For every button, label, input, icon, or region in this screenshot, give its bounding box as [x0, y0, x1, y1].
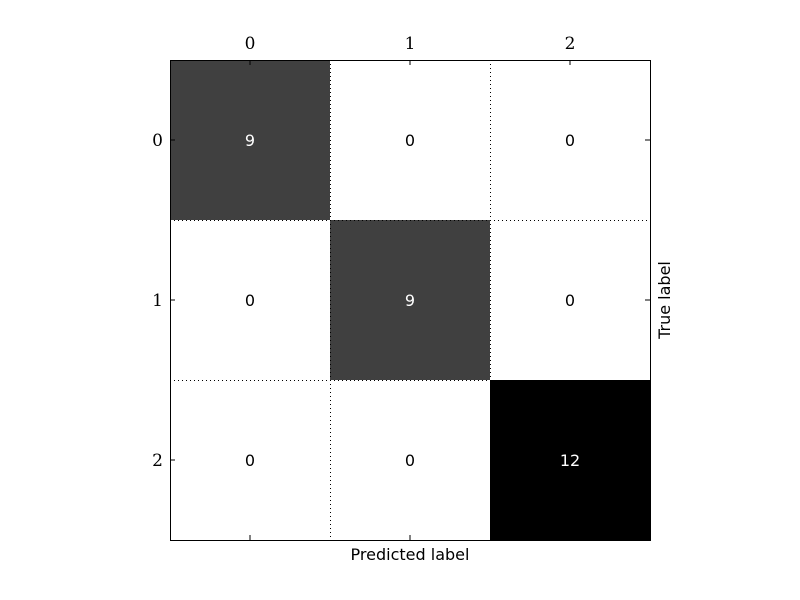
- heatmap-cells: [170, 60, 650, 540]
- grid-lines: [170, 60, 650, 540]
- cell-1-2: [490, 220, 650, 380]
- y-axis-label: True label: [655, 261, 674, 340]
- cell-value-1-0: 0: [245, 291, 255, 310]
- y-tick-labels: 0 1 2: [152, 131, 163, 471]
- cell-2-2: [490, 380, 650, 540]
- cell-value-2-2: 12: [560, 451, 580, 470]
- x-axis-label: Predicted label: [351, 545, 470, 564]
- cell-value-0-2: 0: [565, 131, 575, 150]
- cell-0-1: [330, 60, 490, 220]
- cell-value-0-0: 9: [245, 131, 255, 150]
- cell-value-2-1: 0: [405, 451, 415, 470]
- y-tick-label-1: 1: [152, 291, 163, 311]
- cell-1-0: [170, 220, 330, 380]
- x-tick-label-2: 2: [565, 34, 576, 54]
- x-tick-label-1: 1: [405, 34, 416, 54]
- cell-value-1-2: 0: [565, 291, 575, 310]
- cell-value-0-1: 0: [405, 131, 415, 150]
- y-tick-label-0: 0: [152, 131, 163, 151]
- cell-value-1-1: 9: [405, 291, 415, 310]
- cell-0-0: [170, 60, 330, 220]
- cell-value-2-0: 0: [245, 451, 255, 470]
- cell-0-2: [490, 60, 650, 220]
- cell-1-1: [330, 220, 490, 380]
- cell-value-labels: 9 0 0 0 9 0 0 0 12: [245, 131, 580, 470]
- plot-frame: [170, 60, 651, 541]
- x-tick-label-0: 0: [245, 34, 256, 54]
- cell-2-1: [330, 380, 490, 540]
- x-tick-labels: 0 1 2: [245, 34, 576, 54]
- y-tick-label-2: 2: [152, 451, 163, 471]
- cell-2-0: [170, 380, 330, 540]
